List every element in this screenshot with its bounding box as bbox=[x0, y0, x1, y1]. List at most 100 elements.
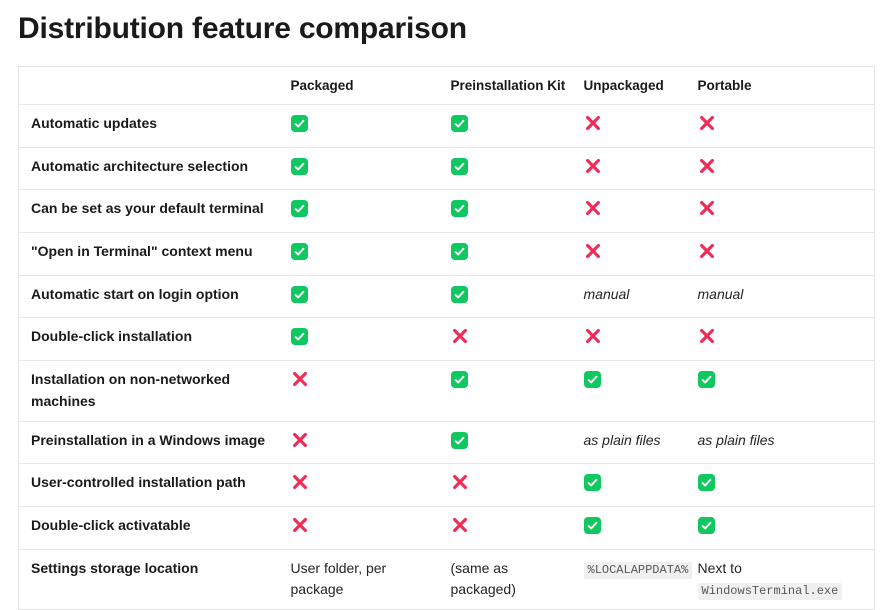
cross-icon bbox=[451, 328, 469, 351]
feature-column-header bbox=[19, 67, 291, 105]
comparison-table: Packaged Preinstallation Kit Unpackaged Por… bbox=[18, 66, 875, 610]
feature-label: Automatic architecture selection bbox=[31, 157, 249, 174]
cross-icon bbox=[291, 517, 309, 540]
column-header: Unpackaged bbox=[583, 78, 664, 93]
cross-icon bbox=[698, 243, 716, 266]
table-row: Settings storage location User folder, pe… bbox=[18, 549, 875, 609]
cell-note: as plain files bbox=[583, 431, 661, 448]
feature-label: Preinstallation in a Windows image bbox=[31, 431, 266, 448]
cross-icon bbox=[584, 200, 602, 223]
check-icon bbox=[450, 157, 468, 175]
table-cell bbox=[698, 147, 875, 190]
table-cell bbox=[291, 506, 451, 549]
cross-icon bbox=[291, 371, 309, 394]
feature-label: Double-click activatable bbox=[31, 516, 191, 533]
cross-icon bbox=[698, 200, 716, 223]
table-cell bbox=[290, 147, 451, 190]
table-cell bbox=[291, 421, 451, 464]
table-cell bbox=[290, 318, 451, 361]
cell-text: User folder, per package bbox=[290, 559, 387, 598]
check-icon bbox=[697, 474, 715, 492]
header-row: Packaged Preinstallation Kit Unpackaged Por… bbox=[19, 67, 875, 105]
table-row: Automatic start on login option manual man… bbox=[18, 275, 875, 318]
table-cell bbox=[583, 464, 698, 507]
column-header: Preinstallation Kit bbox=[450, 78, 566, 93]
check-icon bbox=[290, 243, 308, 261]
table-cell bbox=[451, 506, 584, 549]
table-cell bbox=[697, 506, 875, 549]
table-cell: Next to WindowsTerminal.exe bbox=[697, 549, 875, 609]
feature-label: Automatic start on login option bbox=[31, 285, 239, 302]
check-icon bbox=[583, 371, 601, 389]
table-cell bbox=[697, 464, 875, 507]
check-icon bbox=[450, 115, 468, 132]
cell-text: Next to bbox=[697, 559, 742, 576]
table-cell bbox=[291, 464, 451, 507]
table-row: Preinstallation in a Windows image as pla… bbox=[18, 421, 875, 464]
table-cell bbox=[450, 147, 584, 190]
table-cell bbox=[584, 190, 698, 233]
cross-icon bbox=[451, 474, 469, 497]
table-cell bbox=[451, 464, 584, 507]
table-cell: manual bbox=[698, 275, 875, 318]
table-cell bbox=[583, 361, 698, 421]
cross-icon bbox=[291, 474, 309, 497]
table-cell bbox=[450, 190, 584, 233]
table-cell: User folder, per package bbox=[291, 549, 451, 609]
table-cell bbox=[584, 233, 698, 276]
feature-label: Settings storage location bbox=[31, 559, 199, 576]
table-row: "Open in Terminal" context menu bbox=[18, 232, 875, 276]
table-cell bbox=[584, 318, 698, 361]
check-icon bbox=[290, 200, 308, 218]
check-icon bbox=[583, 516, 601, 534]
cross-icon bbox=[584, 115, 602, 138]
table-cell bbox=[291, 361, 451, 421]
cell-note: manual bbox=[583, 285, 630, 302]
table-cell bbox=[698, 318, 875, 361]
table-cell bbox=[450, 233, 584, 276]
table-cell bbox=[450, 105, 584, 148]
table-cell bbox=[583, 506, 698, 549]
table-row: Double-click activatable bbox=[18, 506, 875, 549]
table-cell bbox=[450, 421, 584, 464]
cross-icon bbox=[584, 243, 602, 266]
check-icon bbox=[290, 115, 308, 132]
feature-label: Installation on non-networked machines bbox=[31, 371, 231, 409]
cell-text: (same as packaged) bbox=[450, 559, 516, 598]
table-row: User-controlled installation path bbox=[18, 463, 875, 507]
check-icon bbox=[450, 285, 468, 303]
table-cell bbox=[698, 190, 875, 233]
feature-label: "Open in Terminal" context menu bbox=[31, 243, 253, 260]
table-row: Double-click installation bbox=[18, 317, 875, 361]
table-cell: as plain files bbox=[584, 421, 698, 464]
table-row: Can be set as your default terminal bbox=[18, 189, 875, 233]
column-header: Packaged bbox=[290, 78, 354, 93]
table-cell bbox=[697, 361, 875, 421]
feature-label: User-controlled installation path bbox=[31, 474, 246, 491]
cross-icon bbox=[584, 328, 602, 351]
table-cell: %LOCALAPPDATA% bbox=[583, 549, 698, 609]
table-cell bbox=[698, 105, 875, 148]
table-cell bbox=[450, 275, 584, 318]
check-icon bbox=[450, 431, 468, 449]
table-cell bbox=[450, 361, 584, 421]
column-header: Portable bbox=[697, 78, 752, 93]
cross-icon bbox=[698, 115, 716, 138]
cell-note: as plain files bbox=[697, 431, 775, 448]
cell-note: manual bbox=[697, 285, 744, 302]
table-row: Automatic architecture selection bbox=[18, 147, 875, 190]
table-cell bbox=[451, 318, 584, 361]
table-cell: manual bbox=[584, 275, 698, 318]
table-cell: (same as packaged) bbox=[451, 549, 584, 609]
page-title: Distribution feature comparison bbox=[18, 12, 467, 45]
check-icon bbox=[450, 200, 468, 218]
code-value: WindowsTerminal.exe bbox=[697, 583, 843, 601]
check-icon bbox=[290, 157, 308, 175]
cross-icon bbox=[291, 432, 309, 455]
cross-icon bbox=[698, 158, 716, 181]
table-cell bbox=[290, 275, 451, 318]
check-icon bbox=[450, 371, 468, 389]
table-cell bbox=[290, 105, 451, 148]
table-cell: as plain files bbox=[698, 421, 875, 464]
feature-label: Double-click installation bbox=[31, 328, 193, 345]
